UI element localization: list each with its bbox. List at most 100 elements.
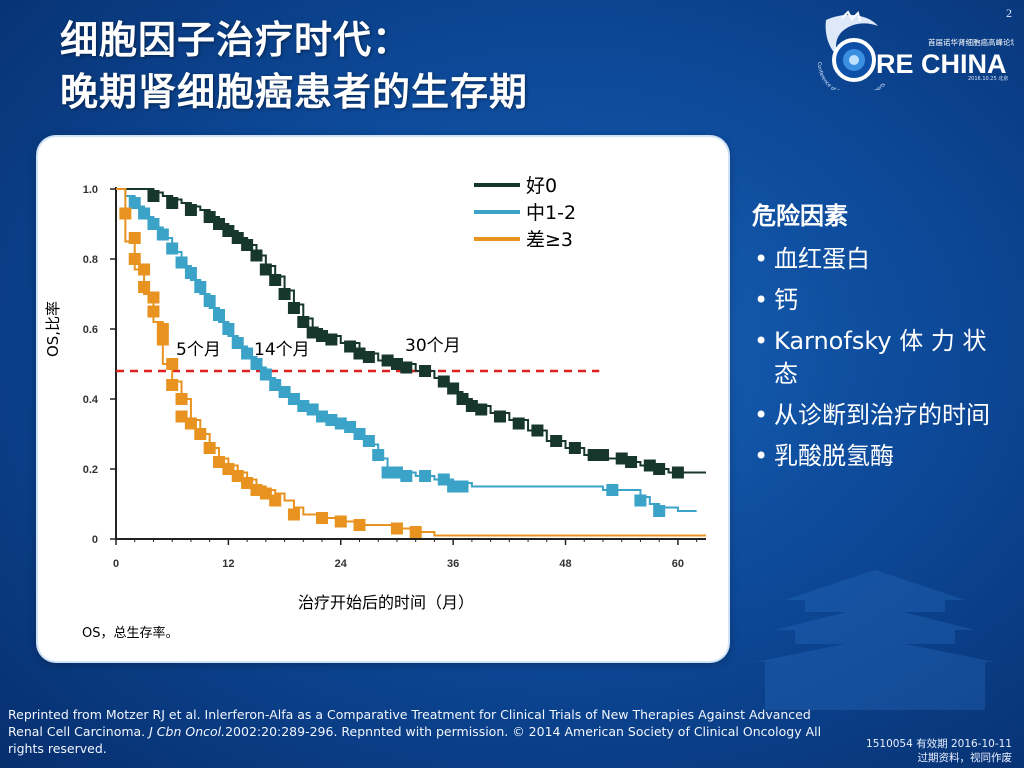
censor-marker	[353, 519, 366, 531]
censor-marker	[166, 358, 179, 370]
x-tick-label: 60	[672, 558, 684, 570]
censor-marker	[409, 526, 422, 538]
x-tick-label: 0	[113, 558, 119, 570]
censor-marker	[119, 207, 132, 220]
censor-marker	[269, 274, 282, 286]
censor-marker	[493, 410, 506, 423]
censor-marker	[250, 358, 263, 370]
censor-marker	[241, 347, 254, 360]
risk-factor-item: 从诊断到治疗的时间	[752, 399, 1002, 432]
title-line-1: 细胞因子治疗时代：	[60, 18, 412, 62]
censor-marker	[287, 393, 300, 405]
censor-marker	[334, 417, 347, 430]
dragon-swoosh-icon	[825, 14, 878, 57]
censor-marker	[643, 459, 656, 472]
censor-marker	[175, 410, 188, 423]
citation-text-2: 2002:20:289-296. Repnnted with permissio…	[8, 724, 822, 756]
censor-marker	[344, 421, 357, 433]
censor-marker	[241, 477, 254, 489]
censor-marker	[456, 480, 469, 493]
censor-marker	[184, 204, 197, 216]
citation-journal: J Cbn Oncol.	[149, 724, 226, 739]
legend-label: 差≥3	[526, 229, 573, 251]
censor-marker	[231, 470, 244, 482]
censor-marker	[381, 466, 394, 479]
censor-marker	[325, 333, 338, 346]
censor-marker	[437, 473, 450, 486]
censor-marker	[316, 410, 329, 423]
censor-marker	[147, 291, 160, 304]
temple-silhouette-icon	[755, 570, 995, 710]
censor-marker	[203, 211, 216, 223]
censor-marker	[156, 323, 169, 335]
censor-marker	[175, 256, 188, 269]
logo-date: 2016.10.25 北京	[968, 75, 1008, 82]
censor-marker	[306, 403, 319, 416]
censor-marker	[625, 456, 638, 468]
x-tick-label: 12	[222, 558, 234, 570]
x-tick-label: 36	[447, 558, 459, 570]
censor-marker	[596, 449, 609, 461]
censor-marker	[213, 456, 226, 468]
risk-factors-panel: 危险因素 血红蛋白 钙 Karnofsky 体 力 状态 从诊断到治疗的时间 乳…	[752, 196, 1002, 481]
censor-marker	[390, 358, 403, 370]
page-number: 2	[1006, 6, 1012, 20]
censor-marker	[419, 470, 432, 482]
legend-label: 中1-2	[526, 202, 576, 224]
censor-marker	[437, 375, 450, 388]
median-annotation: 14个月	[254, 340, 310, 360]
censor-marker	[653, 463, 666, 475]
citation-text: Reprinted from Motzer RJ et al. Inlerfer…	[8, 707, 811, 739]
censor-marker	[465, 400, 478, 412]
y-tick-label: 0	[92, 534, 98, 546]
survival-chart: 0 12 24 36 48 60 0 0.2 0.4 0.6 0.8 1.0 治疗开始后的时间（月） OS…	[44, 175, 706, 612]
censor-marker	[138, 281, 151, 293]
censor-marker	[269, 494, 282, 507]
censor-marker	[156, 228, 169, 241]
validity-line-2: 过期资料，视同作废	[917, 752, 1013, 764]
y-tick-label: 0.8	[83, 254, 98, 266]
censor-marker	[568, 442, 581, 454]
censor-marker	[334, 515, 347, 528]
censor-marker	[550, 435, 563, 447]
censor-marker	[390, 466, 403, 479]
y-axis-label: OS,比率	[44, 301, 62, 357]
chart-card: 0 12 24 36 48 60 0 0.2 0.4 0.6 0.8 1.0 治疗开始后的时间（月） OS…	[38, 137, 728, 661]
censor-marker	[138, 207, 151, 220]
censor-marker	[325, 414, 338, 426]
censor-marker	[362, 351, 375, 363]
censor-marker	[306, 326, 319, 339]
risk-factor-item: Karnofsky 体 力 状态	[752, 325, 1002, 391]
x-tick-label: 48	[559, 558, 571, 570]
censor-marker	[203, 295, 216, 307]
censor-marker	[390, 522, 403, 535]
censor-marker	[634, 494, 647, 507]
censor-marker	[166, 242, 179, 255]
censor-marker	[316, 330, 329, 342]
svg-text:RE CHINA: RE CHINA	[876, 49, 1007, 79]
censor-marker	[606, 484, 619, 496]
censor-marker	[297, 316, 310, 328]
core-china-logo: RE CHINA 首届诺华肾细胞癌高峰论坛 2016.10.25 北京 Conf…	[808, 10, 1014, 90]
y-tick-label: 0.6	[83, 324, 98, 336]
validity-note: 1510054 有效期 2016-10-11 过期资料，视同作废	[866, 737, 1012, 765]
censor-marker	[381, 354, 394, 367]
page-title: 细胞因子治疗时代： 晚期肾细胞癌患者的生存期	[60, 14, 700, 118]
risk-factor-item: 乳酸脱氢酶	[752, 440, 1002, 473]
censor-marker	[419, 365, 432, 377]
x-axis-label: 治疗开始后的时间（月）	[298, 593, 474, 612]
censor-marker	[372, 449, 385, 461]
censor-marker	[456, 393, 469, 405]
censor-marker	[147, 218, 160, 230]
censor-marker	[213, 309, 226, 321]
censor-marker	[175, 393, 188, 405]
censor-marker	[615, 452, 628, 465]
censor-marker	[400, 470, 413, 482]
censor-marker	[316, 512, 329, 524]
censor-marker	[128, 232, 141, 244]
median-annotation: 30个月	[405, 336, 461, 356]
censor-marker	[147, 190, 160, 202]
censor-marker	[250, 249, 263, 262]
censor-marker	[287, 302, 300, 314]
censor-marker	[194, 281, 207, 293]
